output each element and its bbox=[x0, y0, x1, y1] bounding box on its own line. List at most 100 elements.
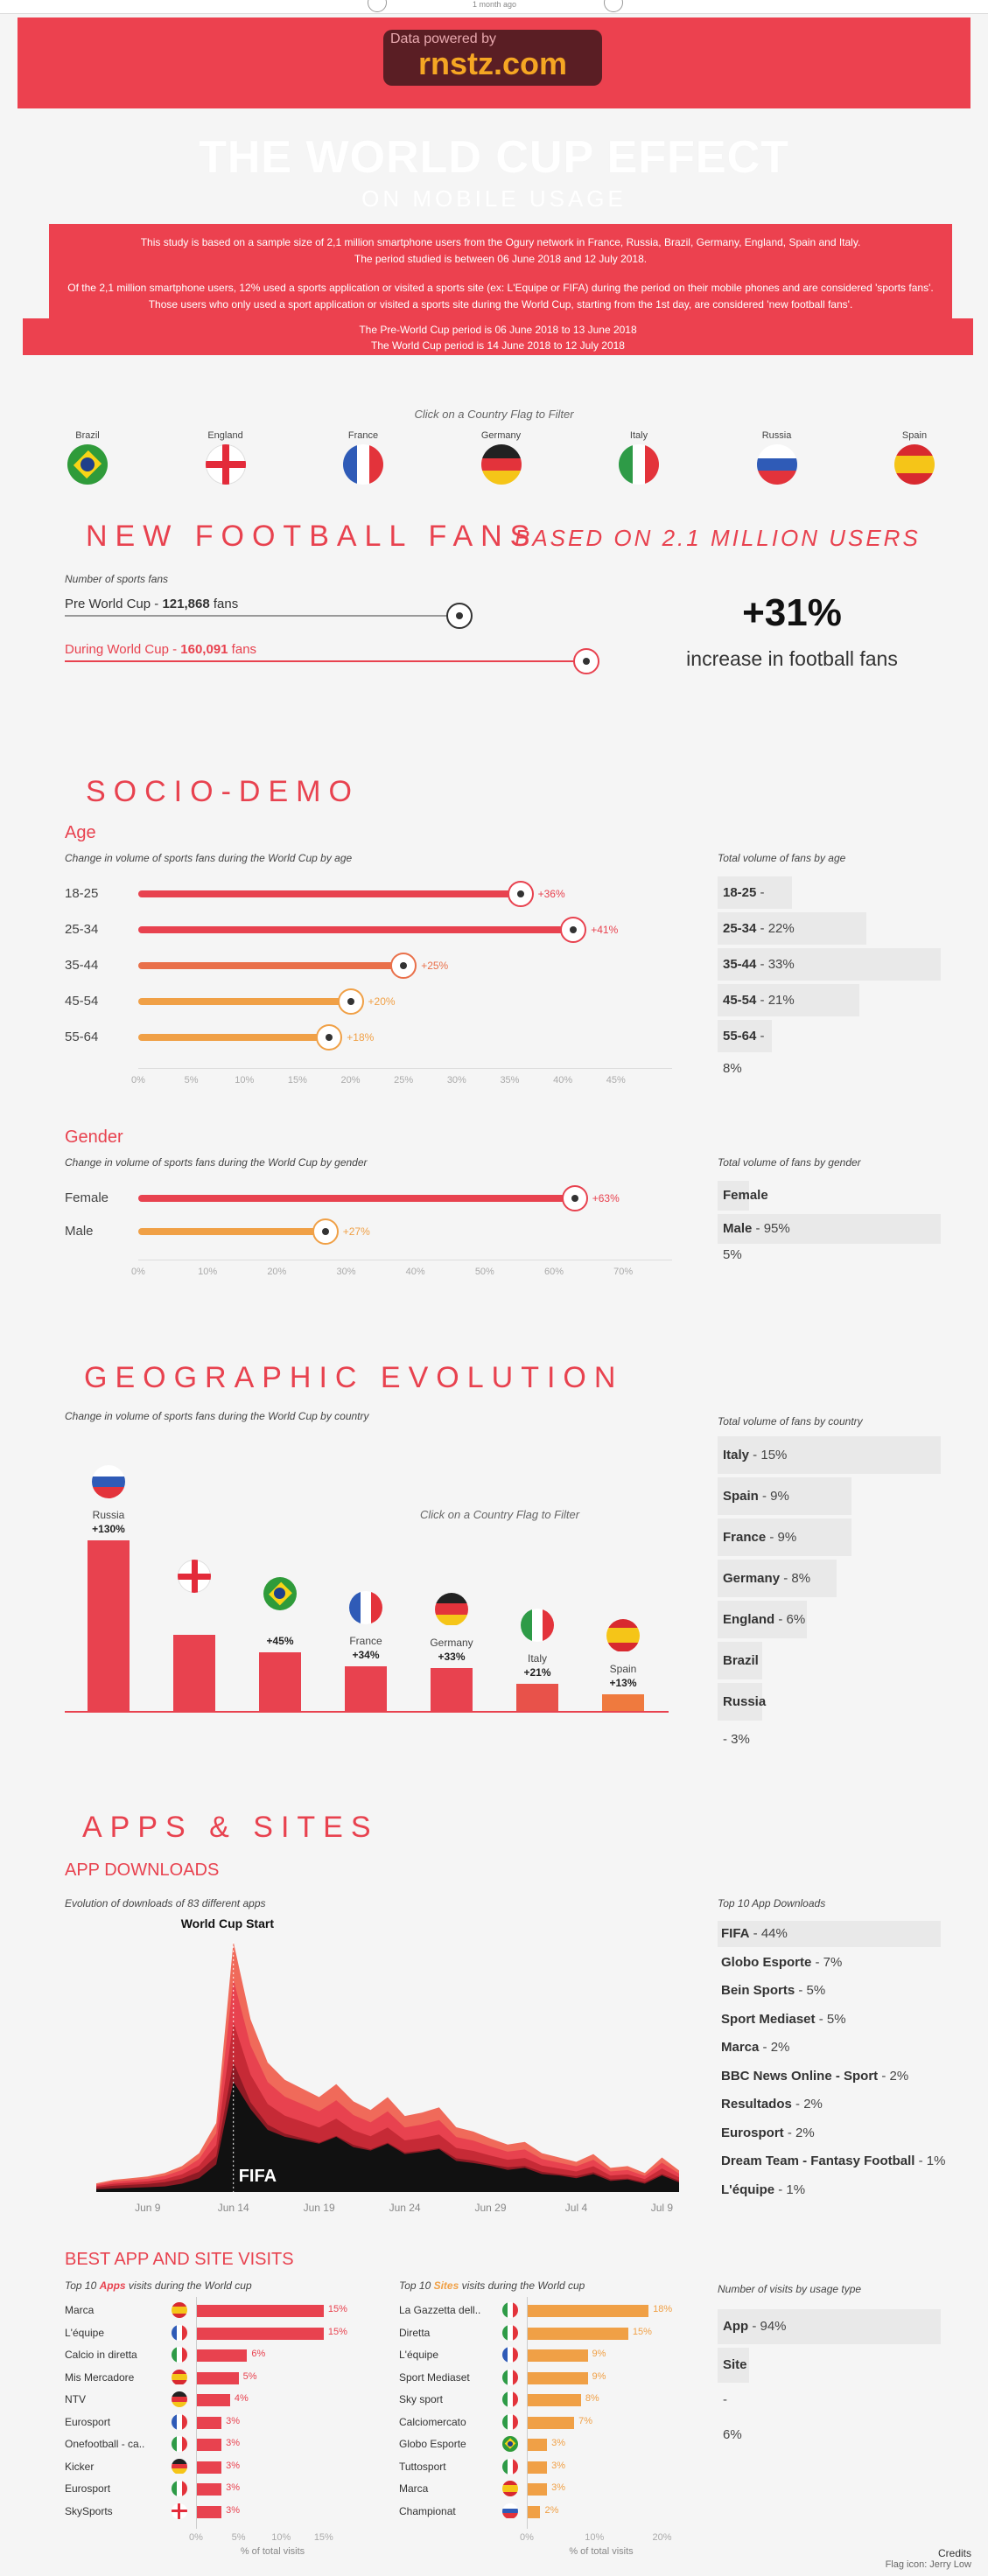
info-line-1: This study is based on a sample size of … bbox=[140, 236, 861, 248]
during-wc-bar bbox=[65, 660, 585, 662]
geo-country-label: Spain bbox=[609, 1662, 637, 1675]
credits[interactable]: Credits Flag icon: Jerry Low bbox=[788, 2547, 971, 2570]
ball-icon bbox=[507, 881, 534, 907]
top10-app-name: Resultados bbox=[721, 2097, 792, 2112]
total-row-value: - 3% bbox=[723, 1732, 750, 1747]
flag-brazil[interactable]: Brazil bbox=[39, 430, 136, 485]
total-row-category: Female bbox=[723, 1188, 768, 1203]
axis-tick: 20% bbox=[267, 1267, 287, 1277]
visit-value: 4% bbox=[234, 2393, 249, 2404]
top10-app-name: BBC News Online - Sport bbox=[721, 2068, 879, 2084]
germany-flag-icon[interactable] bbox=[435, 1592, 468, 1626]
visit-bar[interactable] bbox=[196, 2461, 222, 2474]
visit-bar[interactable] bbox=[196, 2416, 222, 2429]
geo-bar-russia[interactable] bbox=[88, 1540, 130, 1711]
flag-france[interactable]: France bbox=[315, 430, 411, 485]
visit-bar[interactable] bbox=[196, 2394, 230, 2406]
nav-forward-icon[interactable] bbox=[604, 0, 623, 12]
visit-bar[interactable] bbox=[527, 2483, 548, 2496]
visit-bar[interactable] bbox=[527, 2371, 588, 2384]
brazil-flag-icon[interactable] bbox=[263, 1576, 297, 1610]
axis-tick: 15% bbox=[287, 1075, 307, 1086]
england-flag-icon bbox=[205, 444, 246, 485]
axis-tick: 25% bbox=[394, 1075, 414, 1086]
italy-flag-icon bbox=[502, 2302, 518, 2318]
visit-bar[interactable] bbox=[527, 2349, 588, 2362]
geo-bar-spain[interactable] bbox=[602, 1693, 644, 1711]
visit-value: 3% bbox=[226, 2415, 241, 2426]
england-flag-icon[interactable] bbox=[178, 1560, 211, 1593]
geo-axis bbox=[65, 1711, 669, 1713]
visit-bar[interactable] bbox=[196, 2327, 324, 2340]
pre-wc-bar bbox=[65, 615, 460, 617]
nav-back-icon[interactable] bbox=[368, 0, 387, 12]
geo-bar-france[interactable] bbox=[345, 1666, 387, 1711]
total-row-value: - 95% bbox=[752, 1221, 790, 1236]
total-row-value: - 15% bbox=[749, 1448, 788, 1463]
flag-spain[interactable]: Spain bbox=[866, 430, 963, 485]
geo-value-label: +33% bbox=[438, 1650, 466, 1663]
visit-bar[interactable] bbox=[527, 2305, 649, 2317]
page-subtitle: ON MOBILE USAGE bbox=[361, 185, 627, 212]
top10-row[interactable]: Sport Mediaset - 5% bbox=[718, 2007, 846, 2033]
total-row-category: Germany bbox=[723, 1571, 781, 1586]
country-flags: Brazil England France Germany Italy Russia Spa… bbox=[39, 430, 967, 492]
top10-row[interactable]: Dream Team - Fantasy Football - 1% bbox=[718, 2148, 945, 2175]
italy-flag-icon bbox=[172, 2436, 187, 2452]
ball-icon bbox=[337, 988, 364, 1015]
credits-link[interactable]: Credits bbox=[937, 2547, 971, 2559]
visit-bar[interactable] bbox=[196, 2483, 222, 2496]
visit-bar[interactable] bbox=[527, 2394, 581, 2406]
visit-bar[interactable] bbox=[527, 2327, 628, 2340]
visit-value: 9% bbox=[592, 2349, 606, 2359]
top10-app-value: - 7% bbox=[811, 1954, 843, 1970]
spain-flag-icon bbox=[894, 444, 935, 485]
top10-app-value: - 2% bbox=[783, 2125, 815, 2140]
visits-title: BEST APP AND SITE VISITS bbox=[65, 2250, 294, 2269]
visit-bar[interactable] bbox=[196, 2439, 222, 2451]
row-label: 45-54 bbox=[65, 994, 99, 1009]
top10-row[interactable]: L'équipe - 1% bbox=[718, 2177, 805, 2203]
visit-bar[interactable] bbox=[527, 2505, 541, 2518]
germany-flag-icon bbox=[480, 444, 522, 485]
flag-italy[interactable]: Italy bbox=[591, 430, 687, 485]
russia-flag-icon[interactable] bbox=[92, 1465, 125, 1498]
top10-row[interactable]: Resultados - 2% bbox=[718, 2091, 823, 2118]
flag-germany[interactable]: Germany bbox=[453, 430, 550, 485]
top10-row[interactable]: FIFA - 44% bbox=[718, 1921, 941, 1947]
geo-bar-brazil[interactable] bbox=[259, 1651, 301, 1711]
visit-bar[interactable] bbox=[196, 2371, 239, 2384]
visit-value: 15% bbox=[327, 2304, 347, 2314]
spain-flag-icon[interactable] bbox=[606, 1618, 640, 1652]
flag-russia[interactable]: Russia bbox=[729, 430, 825, 485]
total-row-category: Russia bbox=[723, 1694, 767, 1709]
visit-tick: 15% bbox=[313, 2532, 333, 2543]
ball-icon bbox=[316, 1024, 343, 1051]
bar bbox=[138, 998, 351, 1005]
visit-bar[interactable] bbox=[196, 2349, 248, 2362]
geo-bar-italy[interactable] bbox=[516, 1683, 558, 1711]
flag-england[interactable]: England bbox=[178, 430, 274, 485]
france-flag-icon[interactable] bbox=[349, 1591, 382, 1624]
during-wc-value: 160,091 bbox=[180, 642, 228, 657]
italy-flag-icon[interactable] bbox=[521, 1608, 554, 1642]
top10-row[interactable]: Bein Sports - 5% bbox=[718, 1978, 825, 2004]
total-row-value: - 6% bbox=[774, 1612, 806, 1627]
top10-row[interactable]: Globo Esporte - 7% bbox=[718, 1950, 842, 1976]
geo-bar-germany[interactable] bbox=[431, 1667, 473, 1711]
visit-bar[interactable] bbox=[196, 2305, 324, 2317]
row-label: 25-34 bbox=[65, 922, 99, 937]
visit-bar[interactable] bbox=[527, 2461, 548, 2474]
row-label: 35-44 bbox=[65, 958, 99, 973]
visit-bar[interactable] bbox=[196, 2505, 222, 2518]
top10-row[interactable]: BBC News Online - Sport - 2% bbox=[718, 2063, 908, 2090]
top10-row[interactable]: Eurosport - 2% bbox=[718, 2120, 815, 2147]
top10-row[interactable]: Marca - 2% bbox=[718, 2035, 789, 2061]
powered-by-box[interactable]: Data powered by rnstz.com bbox=[383, 30, 602, 86]
geo-bar-england[interactable] bbox=[173, 1635, 215, 1711]
visit-bar[interactable] bbox=[527, 2439, 548, 2451]
top10-app-value: - 5% bbox=[795, 1983, 826, 1998]
visit-bar[interactable] bbox=[527, 2416, 575, 2429]
visit-label: NTV bbox=[65, 2393, 86, 2405]
brazil-flag-icon bbox=[502, 2436, 518, 2452]
